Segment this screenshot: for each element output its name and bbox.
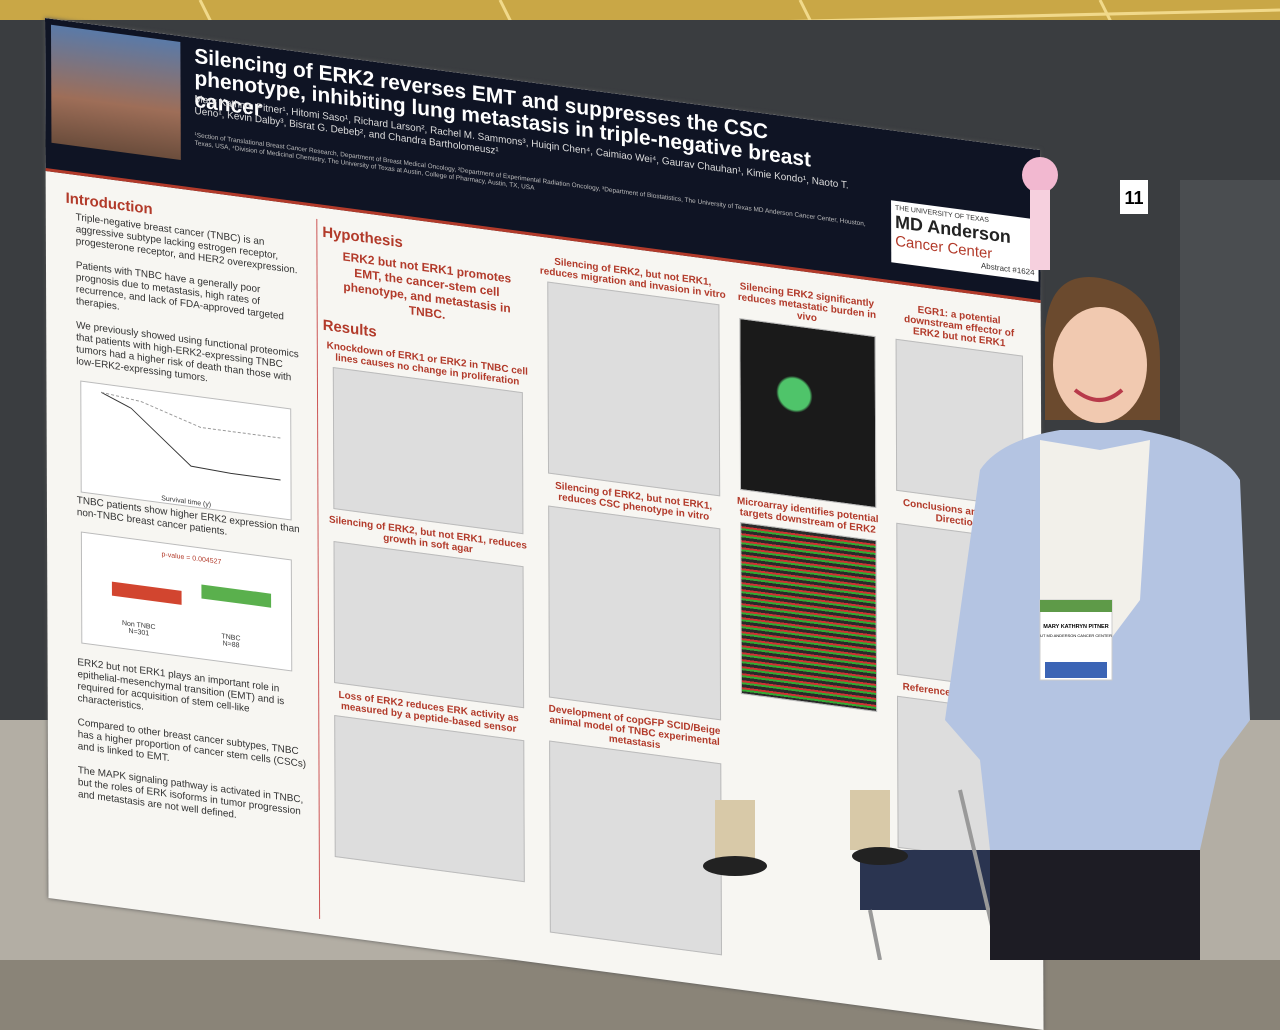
booth-sign (1120, 180, 1148, 214)
person: MARY KATHRYN PITNER UT MD ANDERSON CANCE… (945, 277, 1250, 960)
foreground: MARY KATHRYN PITNER UT MD ANDERSON CANCE… (703, 157, 1250, 960)
ribbon-tail (1030, 190, 1050, 270)
booth-number: 11 (1124, 188, 1143, 208)
passerby-legs (703, 790, 908, 876)
intro-column: Introduction Triple-negative breast canc… (66, 186, 307, 844)
badge-org: UT MD ANDERSON CANCER CENTER (1040, 633, 1112, 638)
km-curve (101, 391, 281, 481)
ribbon (1022, 157, 1058, 193)
km-plot: Survival time (y) (80, 380, 292, 521)
badge-name: MARY KATHRYN PITNER (1043, 624, 1108, 630)
poster: Silencing of ERK2 reverses EMT and suppr… (45, 18, 1044, 1030)
